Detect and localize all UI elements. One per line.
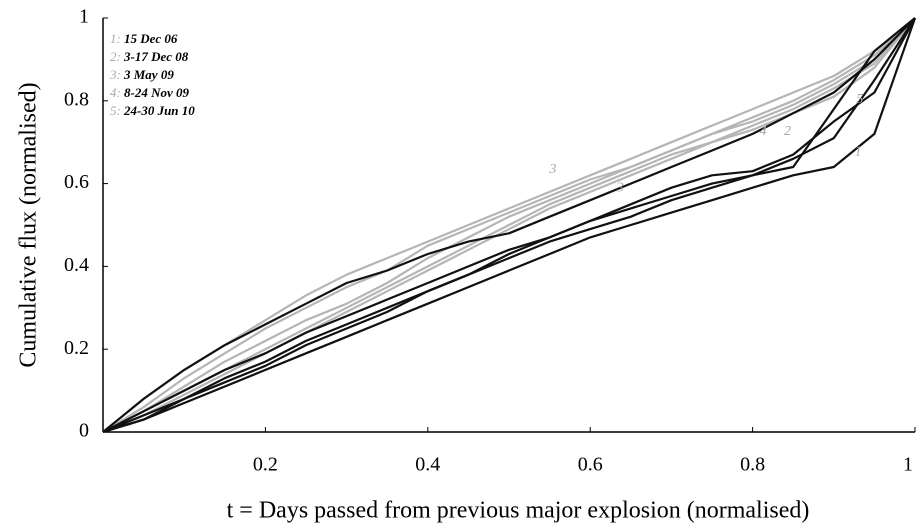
- y-tick-label: 0: [79, 420, 89, 442]
- series-line: [102, 17, 916, 433]
- y-tick-label: 0.8: [64, 88, 89, 110]
- x-tick-label: 0.8: [740, 454, 765, 476]
- legend-number: 5:: [110, 103, 121, 118]
- series-line: [102, 17, 916, 434]
- x-tick-label: 0.2: [253, 454, 278, 476]
- series-line: [102, 17, 916, 433]
- series-line: [102, 17, 916, 433]
- series-line: [102, 17, 916, 433]
- y-axis-label: Cumulative flux (normalised): [16, 82, 42, 367]
- x-tick-label: 1: [903, 454, 913, 476]
- y-tick-label: 0.4: [64, 254, 89, 276]
- annotation: 2: [784, 124, 791, 139]
- annotation: 3: [548, 162, 556, 177]
- legend-number: 3:: [109, 67, 121, 82]
- series-line: [102, 17, 916, 433]
- y-tick-label: 0.2: [64, 337, 89, 359]
- y-tick-label: 1: [79, 6, 89, 28]
- annotation: 3: [616, 180, 624, 195]
- series-line: [102, 17, 916, 434]
- legend-number: 1:: [110, 31, 121, 46]
- legend-label: 3-17 Dec 08: [123, 49, 189, 64]
- annotation: 5: [856, 92, 863, 107]
- legend-label: 8-24 Nov 09: [124, 85, 189, 100]
- legend-label: 3 May 09: [123, 67, 174, 82]
- legend-label: 15 Dec 06: [124, 31, 178, 46]
- legend-number: 2:: [110, 49, 121, 64]
- annotation: 1: [855, 144, 862, 159]
- legend-label: 24-30 Jun 10: [123, 103, 195, 118]
- series-line: [102, 17, 916, 434]
- series-line: [102, 17, 917, 434]
- y-tick-label: 0.6: [64, 171, 89, 193]
- x-axis-label: t = Days passed from previous major expl…: [227, 498, 810, 524]
- legend-number: 4:: [110, 85, 121, 100]
- series-line: [102, 17, 916, 433]
- annotation: 4: [760, 124, 767, 139]
- x-tick-label: 0.6: [578, 454, 603, 476]
- x-tick-label: 0.4: [415, 454, 440, 476]
